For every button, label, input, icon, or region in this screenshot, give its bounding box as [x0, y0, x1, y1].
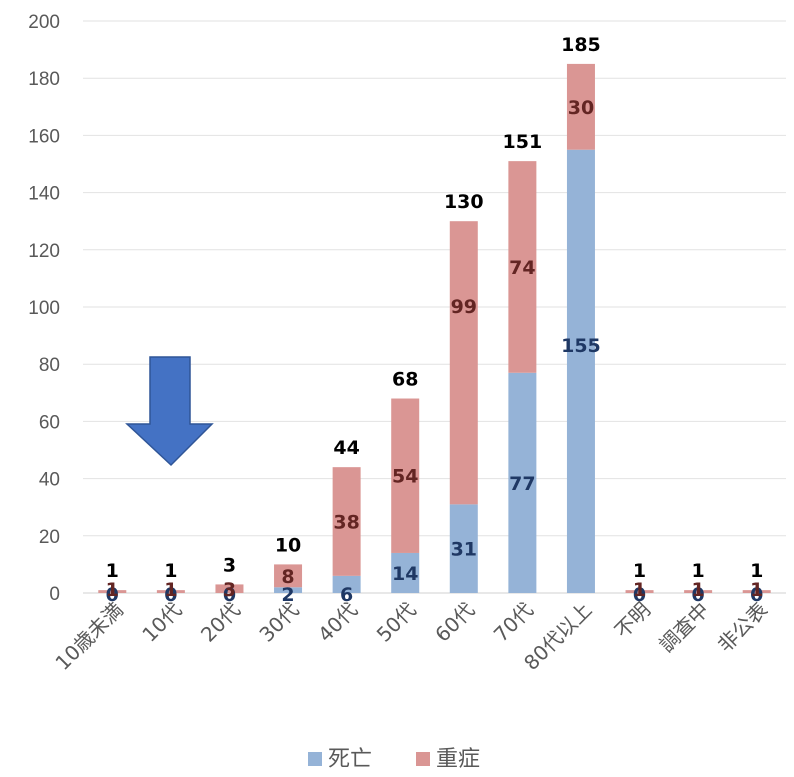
- bar-segment-severe: [274, 564, 303, 588]
- x-tick-label: 10代: [137, 598, 186, 647]
- legend-swatch: [308, 752, 322, 766]
- legend-label: 死亡: [328, 747, 372, 772]
- bar-segment-death: [566, 149, 595, 593]
- data-label-severe: 30: [568, 97, 594, 119]
- x-tick-label: 非公表: [713, 598, 772, 657]
- data-label-total: 151: [503, 131, 543, 153]
- data-label-total: 1: [750, 560, 763, 582]
- data-label-severe: 1: [633, 579, 646, 601]
- bar-segment-death: [508, 372, 537, 593]
- legend-swatch: [416, 752, 430, 766]
- y-tick-label: 180: [28, 69, 60, 90]
- data-label-total: 1: [164, 560, 177, 582]
- bar-segment-severe: [215, 584, 244, 593]
- data-label-severe: 38: [333, 512, 359, 534]
- y-axis: 0 20 40 60 80 100 120 140 160 180 200: [28, 12, 60, 605]
- bar-segment-severe: [332, 467, 361, 576]
- data-label-death: 0: [633, 584, 646, 606]
- bar-segment-severe: [98, 590, 127, 593]
- data-label-severe: 1: [164, 579, 177, 601]
- data-label-death: 31: [451, 539, 477, 561]
- bar-segment-severe: [508, 161, 537, 373]
- data-label-death: 2: [281, 584, 294, 606]
- data-label-total: 1: [692, 560, 705, 582]
- data-label-severe: 54: [392, 466, 418, 488]
- gridlines: [83, 20, 786, 594]
- bar-segment-death: [449, 504, 478, 593]
- bar-segment-death: [391, 552, 420, 593]
- data-label-total: 10: [275, 534, 301, 556]
- data-label-total: 68: [392, 369, 418, 391]
- bar-segment-severe: [449, 221, 478, 505]
- y-tick-label: 20: [39, 527, 60, 548]
- legend-label: 重症: [436, 747, 480, 772]
- y-tick-label: 80: [39, 355, 60, 376]
- x-tick-label: 調査中: [654, 598, 713, 657]
- bar-segment-severe: [742, 590, 771, 593]
- data-label-death: 0: [750, 584, 763, 606]
- x-tick-label: 50代: [372, 598, 421, 647]
- annotation: [125, 356, 214, 467]
- bar-segment-severe: [566, 63, 595, 150]
- data-label-death: 0: [223, 584, 236, 606]
- data-label-death: 0: [106, 584, 119, 606]
- y-tick-label: 160: [28, 126, 60, 147]
- data-label-death: 0: [692, 584, 705, 606]
- bar-segment-death: [332, 575, 361, 593]
- data-label-severe: 1: [750, 579, 763, 601]
- legend: 死亡 重症: [308, 747, 480, 772]
- y-tick-label: 40: [39, 470, 60, 491]
- x-tick-label: 40代: [313, 598, 362, 647]
- x-tick-label: 10歳未満: [50, 598, 127, 675]
- y-tick-label: 140: [28, 184, 60, 205]
- down-arrow-icon: [125, 356, 214, 467]
- bars: [98, 63, 771, 593]
- y-tick-label: 0: [49, 584, 60, 605]
- data-label-total: 3: [223, 554, 236, 576]
- data-label-death: 6: [340, 584, 353, 606]
- bar-segment-severe: [391, 398, 420, 553]
- x-tick-label: 60代: [430, 598, 479, 647]
- data-label-total: 44: [333, 437, 359, 459]
- x-tick-label: 不明: [610, 598, 655, 643]
- bar-segment-severe: [625, 590, 654, 593]
- data-label-severe: 3: [223, 579, 236, 601]
- x-tick-label: 30代: [254, 598, 303, 647]
- y-tick-label: 200: [28, 12, 60, 33]
- bar-segment-severe: [156, 590, 185, 593]
- data-label-death: 155: [561, 335, 601, 357]
- data-label-severe: 74: [509, 257, 535, 279]
- data-label-total: 1: [633, 560, 646, 582]
- x-tick-label: 20代: [196, 598, 245, 647]
- data-label-total: 130: [444, 191, 484, 213]
- bar-segment-severe: [684, 590, 713, 593]
- data-label-total: 1: [106, 560, 119, 582]
- data-label-severe: 99: [451, 296, 477, 318]
- data-label-severe: 8: [281, 566, 294, 588]
- data-label-death: 0: [164, 584, 177, 606]
- data-label-severe: 1: [692, 579, 705, 601]
- data-label-death: 77: [509, 473, 535, 495]
- x-tick-label: 70代: [489, 598, 538, 647]
- data-label-severe: 1: [106, 579, 119, 601]
- y-tick-label: 120: [28, 241, 60, 262]
- y-tick-label: 60: [39, 412, 60, 433]
- bar-segment-death: [274, 587, 303, 593]
- data-label-death: 14: [392, 563, 418, 585]
- data-label-total: 185: [561, 34, 601, 56]
- y-tick-label: 100: [28, 298, 60, 319]
